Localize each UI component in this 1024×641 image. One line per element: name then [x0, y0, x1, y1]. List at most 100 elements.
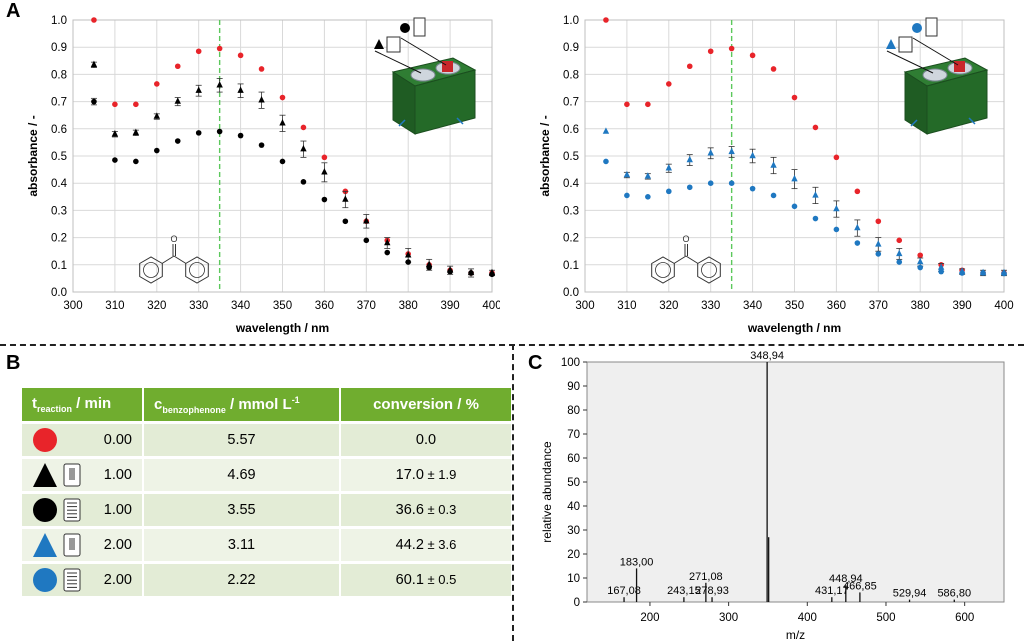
data-point: [258, 142, 265, 148]
data-point: [258, 66, 265, 72]
reactor-well-left: [410, 68, 436, 82]
x-tick-label: 360: [315, 300, 334, 312]
data-point: [384, 249, 391, 256]
data-point: [791, 203, 798, 210]
arrow-out: [968, 117, 976, 125]
y-tick-label: 0.7: [51, 97, 67, 109]
reactor-front: [926, 69, 988, 135]
x-tick-label: 370: [869, 300, 888, 312]
x-tick-label: 300: [63, 300, 82, 312]
conversion-value: 17.0: [395, 467, 424, 483]
y-tick-label: 0.5: [51, 151, 67, 163]
data-point: [833, 154, 840, 161]
data-point: [707, 149, 714, 156]
data-point: [258, 96, 265, 103]
legend-circle-marker: [912, 23, 922, 33]
data-point: [174, 138, 181, 144]
header-time: treaction / min: [22, 388, 142, 421]
time-value: 1.00: [103, 502, 132, 518]
time-cell: 2.00: [22, 529, 142, 561]
conversion-cell: 0.0: [339, 424, 511, 456]
conversion-cell: 60.1 ± 0.5: [339, 564, 511, 596]
blue-triangle-marker: [33, 533, 57, 557]
legend-cartridge-icon: [413, 17, 426, 37]
data-point: [468, 270, 474, 276]
y-tick-label: 10: [567, 573, 580, 585]
reactor-front: [414, 69, 476, 135]
y-tick-label: 0.1: [51, 260, 67, 272]
x-tick-label: 200: [640, 612, 659, 624]
y-tick-label: 0.2: [563, 233, 579, 245]
peak-label: 278,93: [695, 585, 729, 597]
data-point: [854, 223, 861, 231]
concentration-cell: 5.57: [142, 424, 339, 456]
conversion-error: ± 0.3: [423, 502, 457, 517]
peak-label: 271,08: [689, 571, 723, 583]
reactor-well-left: [922, 68, 948, 82]
data-point: [980, 270, 986, 276]
x-tick-label: 300: [719, 612, 738, 624]
x-tick-label: 310: [617, 300, 636, 312]
conversion-cell: 17.0 ± 1.9: [339, 459, 511, 491]
data-point: [133, 158, 139, 165]
data-point: [91, 17, 97, 23]
data-point: [216, 128, 223, 135]
x-tick-label: 390: [441, 300, 460, 312]
data-point: [749, 52, 756, 59]
x-tick-label: 600: [955, 612, 974, 624]
data-point: [833, 226, 840, 233]
panel-label-b: B: [6, 352, 21, 374]
time-cell: 0.00: [22, 424, 142, 456]
data-point: [426, 264, 432, 271]
data-point: [300, 124, 307, 131]
x-tick-label: 350: [273, 300, 292, 312]
concentration-cell: 2.22: [142, 564, 339, 596]
x-axis-label: wavelength / nm: [747, 321, 841, 335]
data-point: [447, 268, 453, 275]
data-point: [195, 130, 202, 136]
table-row: 2.00 3.11 44.2 ± 3.6: [22, 529, 511, 561]
data-point: [279, 158, 286, 165]
data-point: [91, 98, 97, 105]
data-point: [623, 170, 631, 178]
x-tick-label: 380: [911, 300, 930, 312]
data-point: [624, 192, 630, 199]
data-point: [174, 97, 181, 104]
data-point: [405, 259, 412, 265]
data-point: [321, 154, 328, 161]
y-tick-label: 50: [567, 477, 580, 489]
divider-vertical: [512, 344, 514, 641]
y-tick-label: 0.5: [563, 151, 579, 163]
data-point: [216, 81, 223, 88]
x-tick-label: 380: [399, 300, 418, 312]
y-tick-label: 80: [567, 405, 580, 417]
data-point: [938, 268, 944, 275]
x-tick-label: 400: [482, 300, 500, 312]
data-point: [854, 188, 861, 195]
y-tick-label: 0.8: [563, 69, 579, 81]
black-circle-marker: [33, 498, 57, 522]
time-cell: 1.00: [22, 494, 142, 526]
x-tick-label: 320: [147, 300, 166, 312]
data-point: [875, 251, 882, 257]
y-tick-label: 30: [567, 525, 580, 537]
data-point: [666, 81, 672, 87]
data-point: [489, 271, 495, 278]
x-axis-label: m/z: [786, 628, 805, 641]
conversion-error: ± 3.6: [423, 537, 457, 552]
red-circle-marker: [33, 428, 57, 452]
y-tick-label: 0.1: [563, 260, 579, 272]
y-tick-label: 90: [567, 381, 580, 393]
y-tick-label: 0.7: [563, 97, 579, 109]
data-point: [728, 180, 735, 186]
x-tick-label: 310: [105, 300, 124, 312]
data-point: [645, 101, 651, 108]
data-point: [300, 179, 307, 185]
conversion-value: 36.6: [395, 502, 424, 518]
data-point: [770, 161, 777, 168]
data-point: [624, 101, 630, 108]
panel-label-c: C: [528, 352, 543, 374]
data-point: [749, 151, 756, 159]
peak-label: 167,08: [607, 585, 641, 597]
concentration-cell: 3.55: [142, 494, 339, 526]
